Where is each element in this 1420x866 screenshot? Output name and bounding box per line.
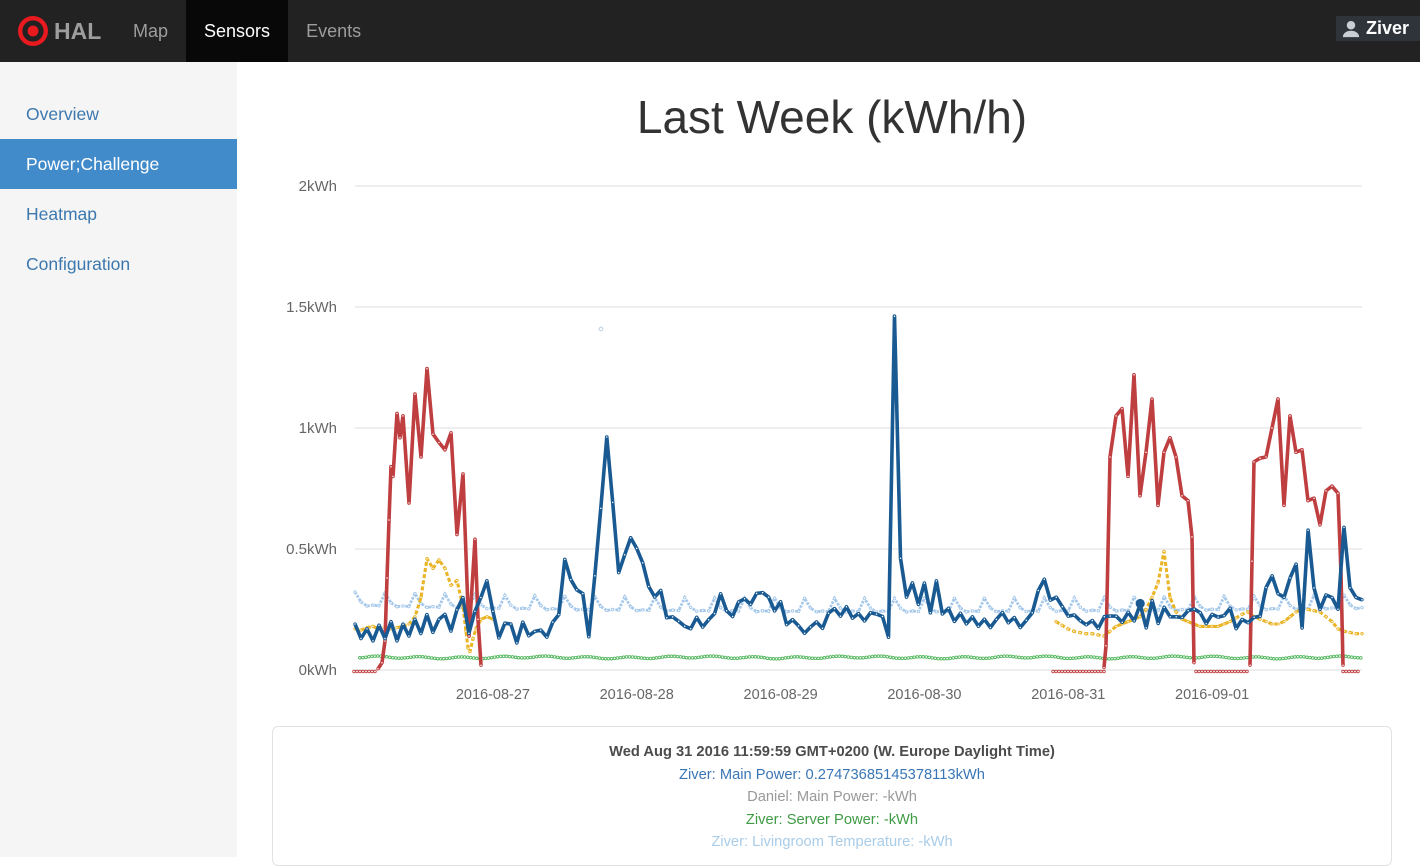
svg-text:2016-08-28: 2016-08-28 — [600, 687, 674, 703]
svg-text:1.5kWh: 1.5kWh — [286, 299, 337, 316]
svg-text:2016-08-31: 2016-08-31 — [1031, 687, 1105, 703]
svg-text:0.5kWh: 0.5kWh — [286, 541, 337, 558]
svg-text:1kWh: 1kWh — [299, 420, 337, 437]
svg-text:2016-08-29: 2016-08-29 — [744, 687, 818, 703]
svg-text:2016-08-27: 2016-08-27 — [456, 687, 530, 703]
svg-text:2016-08-30: 2016-08-30 — [887, 687, 961, 703]
svg-text:2016-09-01: 2016-09-01 — [1175, 687, 1249, 703]
svg-text:0kWh: 0kWh — [299, 662, 337, 679]
svg-text:2kWh: 2kWh — [299, 178, 337, 195]
